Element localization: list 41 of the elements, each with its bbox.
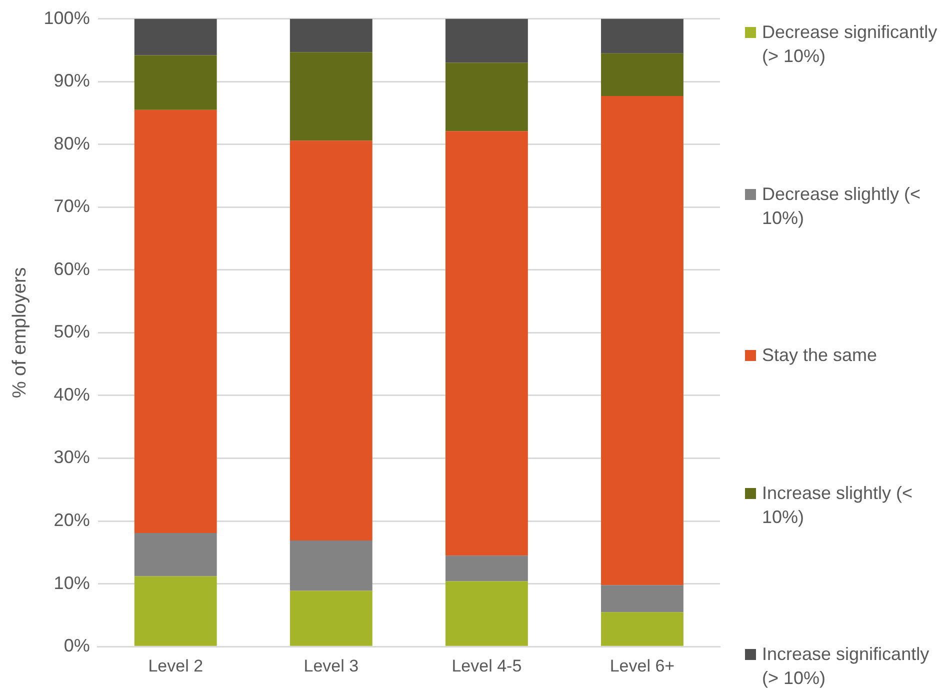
bar <box>601 585 684 612</box>
y-tick-label: 0% <box>64 636 90 656</box>
bar <box>134 532 217 576</box>
y-tick-label: 70% <box>54 196 90 216</box>
y-axis-title: % of employers <box>10 267 31 398</box>
bar <box>445 131 528 556</box>
bar <box>134 55 217 110</box>
y-tick-label: 40% <box>54 384 90 404</box>
legend-label: Increase slightly (< 10%) <box>762 482 914 528</box>
bar <box>134 18 217 56</box>
y-tick-label: 20% <box>54 510 90 530</box>
legend-label: Decrease significantly (> 10%) <box>762 21 938 68</box>
bar <box>290 140 372 540</box>
bar <box>601 96 684 586</box>
legend-label: Decrease slightly (< 10%) <box>762 182 922 230</box>
bar <box>601 53 684 96</box>
y-tick-label: 90% <box>54 70 90 91</box>
bar <box>445 556 528 582</box>
bar <box>445 62 528 132</box>
bar <box>290 540 372 591</box>
bar <box>601 612 684 646</box>
bar <box>290 52 372 141</box>
y-tick-label: 60% <box>54 258 90 279</box>
y-tick-label: 10% <box>54 572 90 593</box>
y-tick-label: 100% <box>44 8 90 28</box>
x-tick-label: Level 6+ <box>610 656 675 676</box>
legend-label: Increase significantly (> 10%) <box>762 643 930 690</box>
y-tick-label: 80% <box>54 133 90 154</box>
bar <box>445 581 528 646</box>
bar <box>134 576 217 646</box>
x-tick-label: Level 4-5 <box>452 656 522 676</box>
bar <box>445 18 528 63</box>
bar <box>290 18 372 52</box>
x-tick-label: Level 2 <box>148 656 204 676</box>
x-tick-label: Level 3 <box>304 656 359 676</box>
bar <box>601 18 684 54</box>
y-tick-label: 30% <box>54 447 90 468</box>
bar <box>134 110 217 533</box>
y-tick-label: 50% <box>54 322 90 342</box>
legend-label: Stay the same <box>762 344 878 367</box>
bar <box>290 590 372 646</box>
